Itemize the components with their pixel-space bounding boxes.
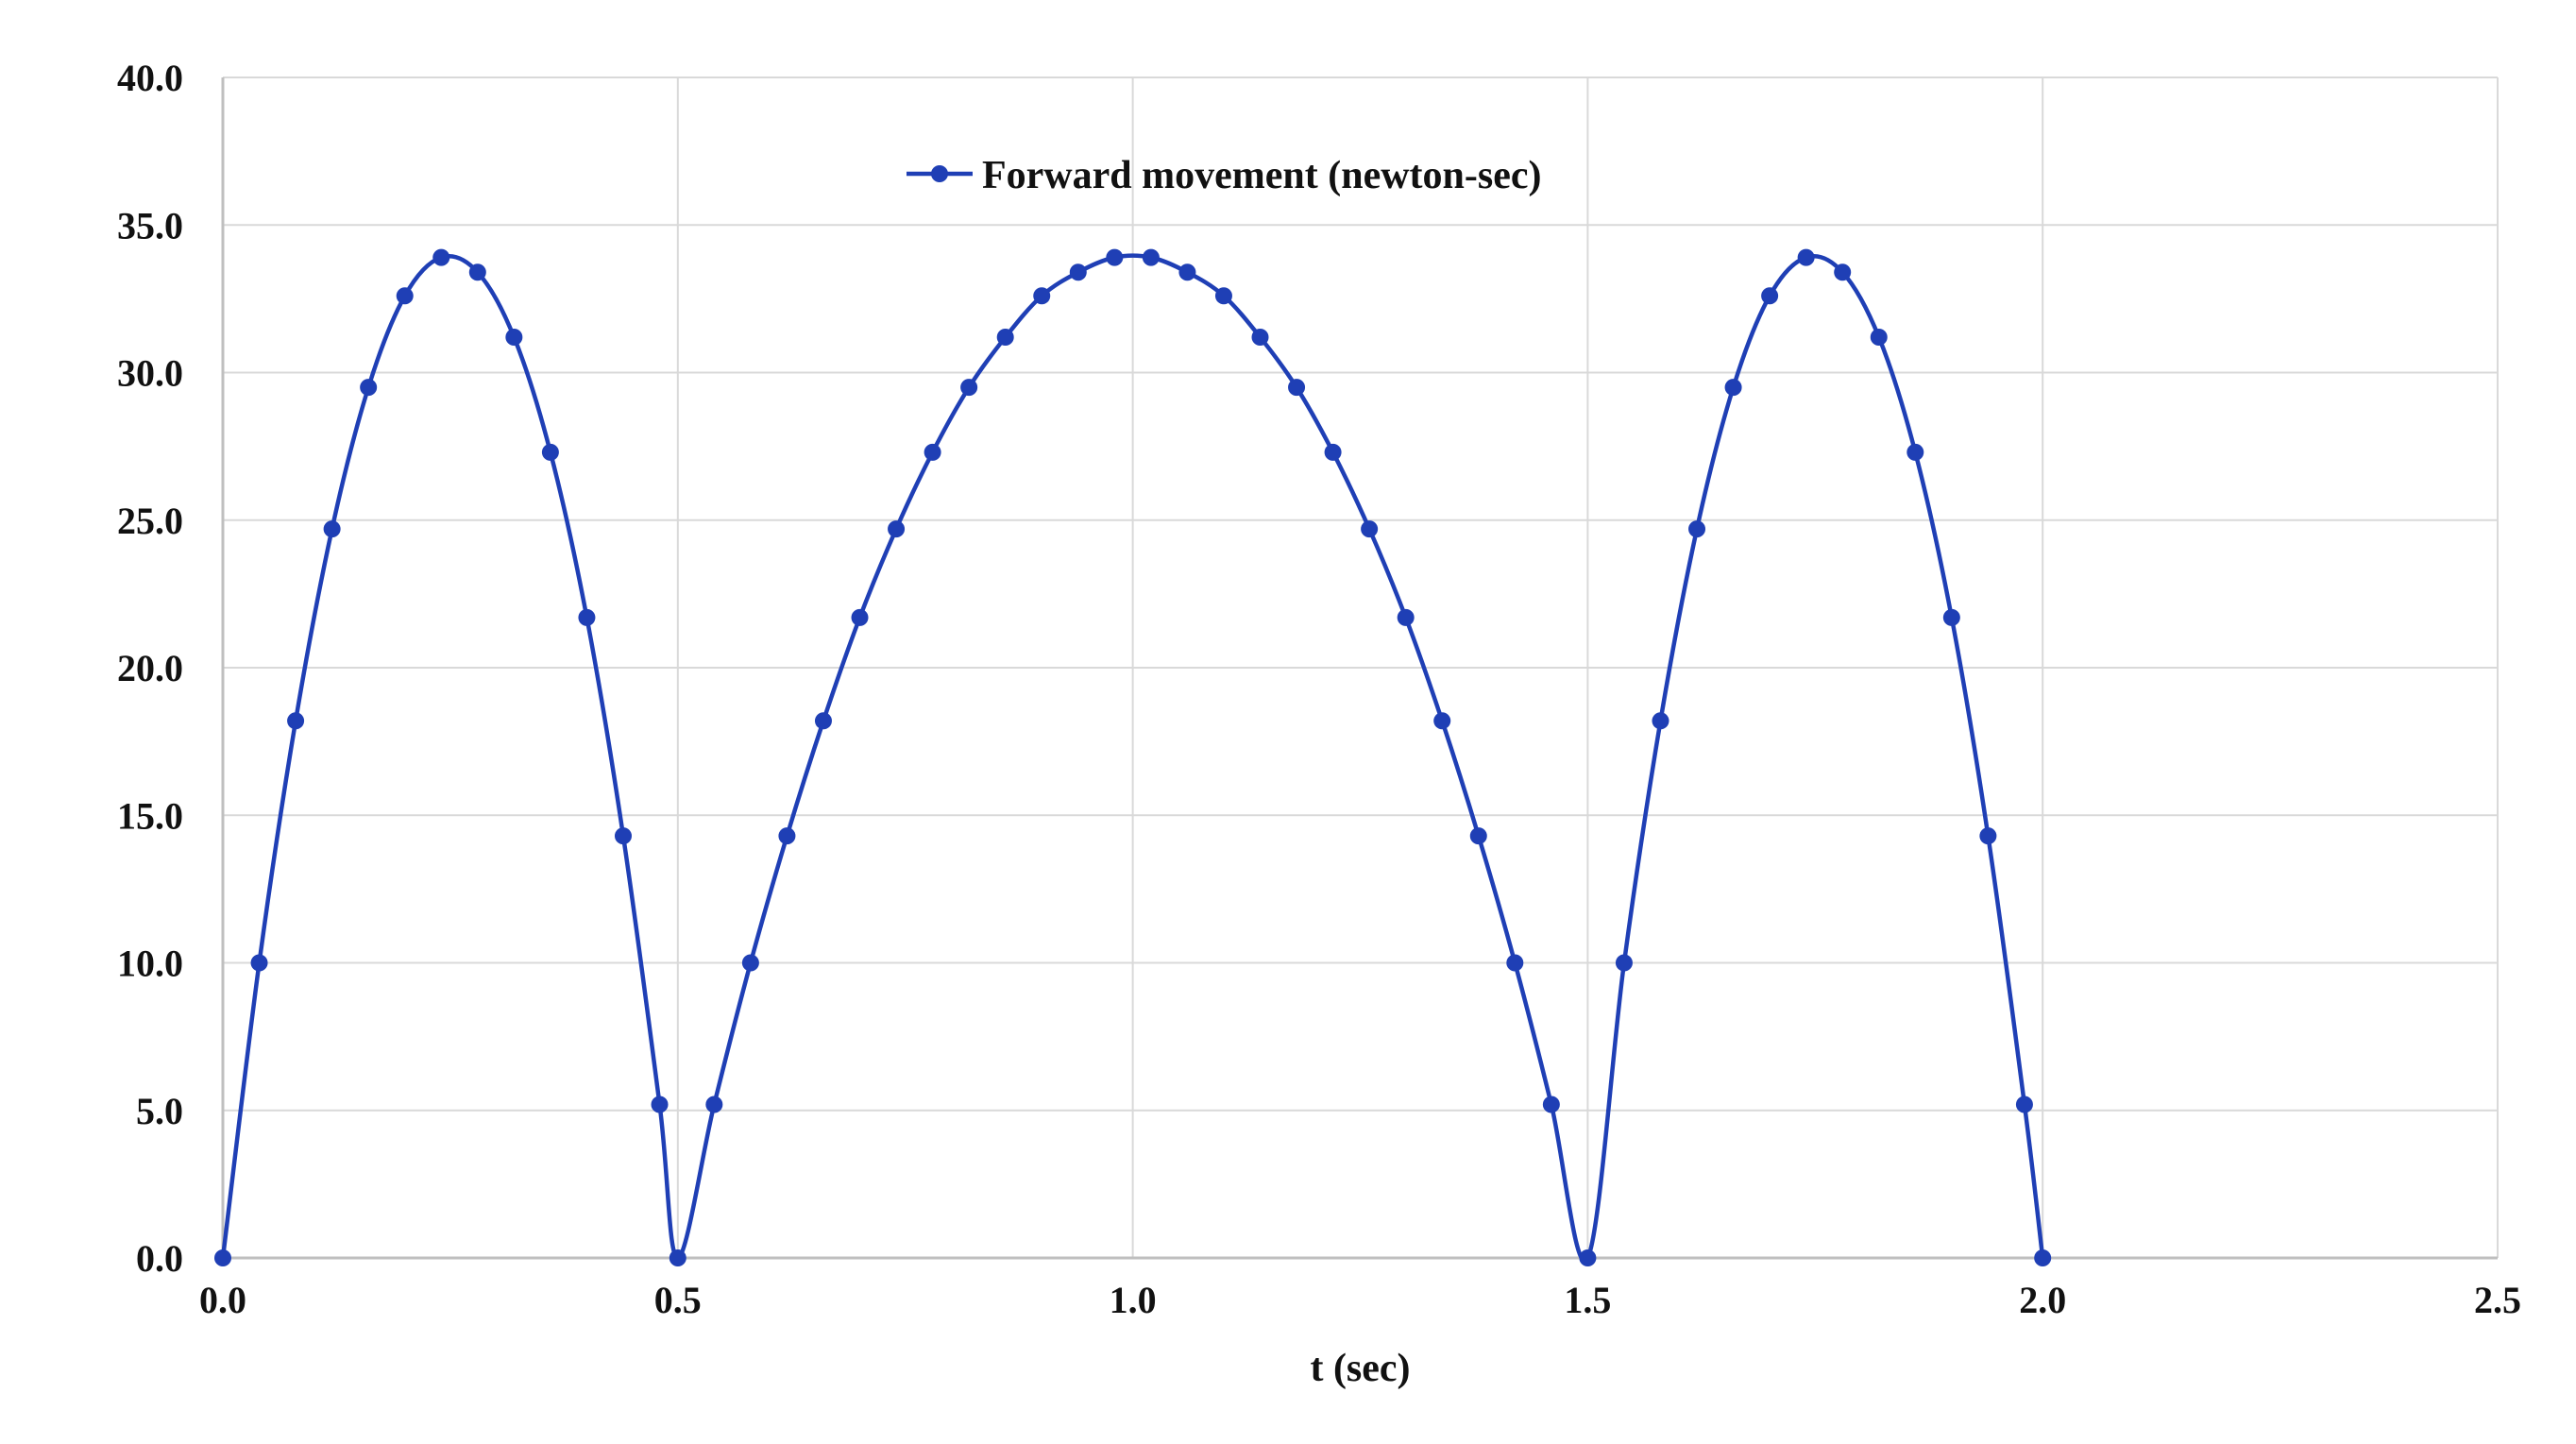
data-point [214, 1249, 231, 1266]
gridlines [222, 76, 2499, 1259]
data-point [505, 329, 523, 346]
data-point [1797, 248, 1815, 266]
data-point [1579, 1249, 1597, 1266]
x-tick-label: 2.0 [2019, 1279, 2066, 1321]
series-line [220, 253, 2045, 1264]
data-point [614, 827, 632, 845]
data-point [1615, 954, 1633, 972]
y-tick-label: 15.0 [117, 794, 183, 837]
data-point [1106, 248, 1124, 266]
data-point [651, 1096, 669, 1113]
data-point [578, 608, 596, 626]
y-tick-label: 20.0 [117, 647, 183, 689]
data-point [1724, 379, 1742, 397]
data-point [1652, 712, 1669, 730]
y-tick-label: 0.0 [136, 1237, 183, 1280]
data-point [250, 954, 268, 972]
x-axis-title: t (sec) [1310, 1347, 1410, 1390]
data-point [705, 1096, 723, 1113]
series-layer [214, 248, 2052, 1266]
data-point [1142, 248, 1160, 266]
data-point [778, 827, 796, 845]
data-point [1688, 520, 1706, 538]
data-point [669, 1249, 686, 1266]
data-point [814, 712, 832, 730]
data-point [924, 443, 941, 461]
data-point [323, 520, 341, 538]
data-point [1178, 263, 1196, 281]
data-point [287, 712, 305, 730]
data-point [468, 263, 486, 281]
tick-labels: 0.0 5.0 10.0 15.0 20.0 25.0 30.0 35.0 40.0 0.0 0.5… [117, 57, 2521, 1321]
data-point [888, 520, 906, 538]
data-point [1361, 520, 1379, 538]
data-point [1288, 379, 1306, 397]
data-point [1506, 954, 1524, 972]
data-point [1324, 443, 1342, 461]
data-point [1469, 827, 1487, 845]
legend-dot-marker [931, 165, 948, 182]
data-point [1942, 608, 1960, 626]
axes [221, 77, 2498, 1260]
y-tick-label: 30.0 [117, 352, 183, 395]
data-point [1214, 287, 1232, 305]
data-point [360, 379, 378, 397]
x-tick-label: 0.5 [654, 1279, 702, 1321]
y-tick-label: 40.0 [117, 57, 183, 99]
data-point [741, 954, 759, 972]
data-point [1251, 329, 1269, 346]
y-tick-label: 5.0 [136, 1090, 183, 1132]
data-point [541, 443, 559, 461]
data-point [1397, 608, 1415, 626]
data-point [1979, 827, 1997, 845]
legend-label: Forward movement (newton-sec) [982, 154, 1542, 197]
x-tick-label: 0.0 [199, 1279, 246, 1321]
data-point [1433, 712, 1451, 730]
data-point [851, 608, 869, 626]
data-point [1761, 287, 1779, 305]
x-tick-label: 2.5 [2474, 1279, 2521, 1321]
data-point [1033, 287, 1051, 305]
data-point [396, 287, 414, 305]
y-tick-label: 35.0 [117, 204, 183, 246]
data-point [1870, 329, 1888, 346]
data-point [432, 248, 450, 266]
legend: Forward movement (newton-sec) [907, 154, 1542, 197]
data-point [2015, 1096, 2033, 1113]
x-tick-label: 1.5 [1564, 1279, 1611, 1321]
data-point [960, 379, 978, 397]
y-tick-label: 25.0 [117, 500, 183, 542]
data-point [1907, 443, 1924, 461]
data-point [996, 329, 1014, 346]
data-point [2034, 1249, 2052, 1266]
data-point [1834, 263, 1852, 281]
data-point [1069, 263, 1087, 281]
y-tick-label: 10.0 [117, 943, 183, 985]
data-point [1542, 1096, 1560, 1113]
x-tick-label: 1.0 [1110, 1279, 1157, 1321]
